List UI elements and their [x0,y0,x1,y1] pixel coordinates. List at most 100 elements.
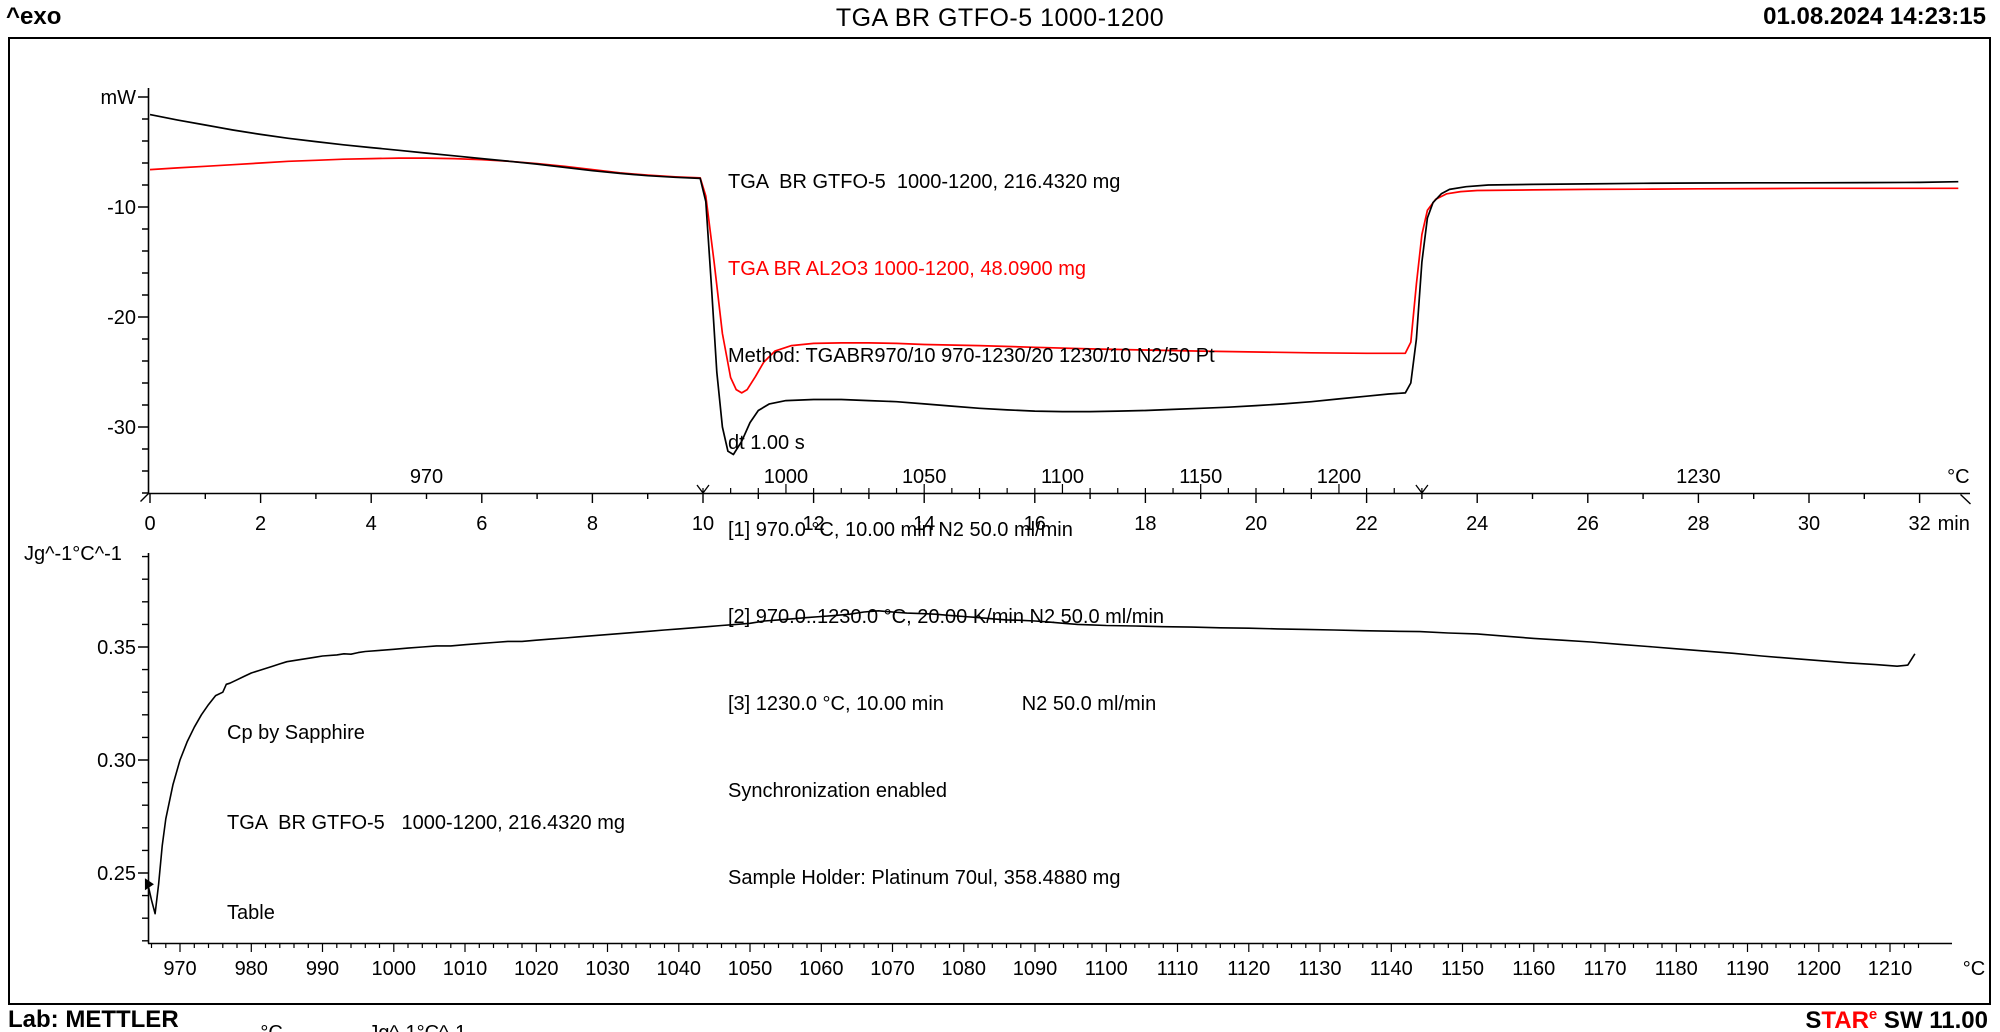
cp-table-header-row: °CJg^-1°C^-1 [227,988,625,1032]
annotation-sample-line: TGA BR GTFO-5 1000-1200, 216.4320 mg [728,171,1121,193]
bottom-x-tick-label: 1100 [1085,958,1128,980]
temperature-label: 1050 [902,466,947,488]
page-title: TGA BR GTFO-5 1000-1200 [835,4,1165,32]
bottom-x-tick-label: 980 [235,958,268,980]
top-x-tick-label: 2 [255,513,266,535]
bottom-x-tick-label: 1160 [1512,958,1555,980]
annotation-reference-line: TGA BR AL2O3 1000-1200, 48.0900 mg [728,258,1087,280]
top-x-axis-unit: min [1938,513,1970,535]
temperature-label: 1200 [1317,466,1362,488]
cp-curve [147,609,1916,915]
temperature-axis-unit: °C [1947,466,1969,488]
bottom-x-axis-unit: °C [1963,958,1985,980]
top-x-ticks [149,494,1921,503]
temperature-label: 1000 [764,466,809,488]
bottom-x-tick-label: 1040 [657,958,702,980]
bottom-y-tick-label: 0.30 [97,750,136,772]
top-x-tick-label: 26 [1577,513,1599,535]
top-y-ticks [138,96,148,494]
top-y-axis-unit: mW [100,87,136,109]
cp-annotation-sample: TGA BR GTFO-5 1000-1200, 216.4320 mg [227,812,625,834]
reference-curve [149,157,1959,394]
annotation-method-line: Method: TGABR970/10 970-1230/20 1230/10 … [728,345,1215,367]
top-x-tick-label: 10 [692,513,714,535]
sample-curve [149,113,1959,456]
temperature-label: 970 [410,466,443,488]
bottom-y-tick-label: 0.35 [97,637,136,659]
datetime-label: 01.08.2024 14:23:15 [1763,3,1986,30]
star-superscript-e: e [1868,1006,1878,1023]
top-x-tick-label: 16 [1024,513,1046,535]
temperature-label: 1150 [1179,466,1222,488]
top-x-tick-label: 20 [1245,513,1267,535]
cp-table-col2-header: Jg^-1°C^-1 [368,1022,466,1032]
top-x-tick-label: 8 [587,513,598,535]
top-x-tick-label: 18 [1134,513,1156,535]
top-x-tick-label: 28 [1687,513,1709,535]
bottom-x-ticks [150,944,1920,952]
annotation-dt-line: dt 1.00 s [728,432,805,454]
top-x-tick-label: 32 [1908,513,1930,535]
bottom-x-tick-label: 1070 [870,958,915,980]
bottom-y-tick-label: 0.25 [97,863,136,885]
annotation-step1-line: [1] 970.0 °C, 10.00 min N2 50.0 ml/min [728,519,1073,541]
method-annotation: TGA BR GTFO-5 1000-1200, 216.4320 mg TGA… [728,110,1215,951]
temperature-ticks [702,484,1423,493]
bottom-x-tick-label: 1010 [443,958,488,980]
bottom-x-tick-label: 990 [306,958,339,980]
bottom-x-tick-label: 1170 [1583,958,1626,980]
top-x-tick-label: 14 [913,513,935,535]
bottom-x-tick-label: 1020 [514,958,559,980]
top-x-tick-label: 4 [366,513,377,535]
cp-annotation: Cp by Sapphire TGA BR GTFO-5 1000-1200, … [227,658,625,1032]
top-x-tick-label: 0 [144,513,155,535]
bottom-x-tick-label: 1150 [1441,958,1484,980]
top-x-tick-label: 30 [1798,513,1820,535]
bottom-x-tick-label: 1130 [1298,958,1341,980]
temperature-label: 1230 [1676,466,1721,488]
top-x-tick-label: 24 [1466,513,1488,535]
top-x-tick-label: 6 [476,513,487,535]
bottom-x-tick-label: 1000 [372,958,417,980]
top-chart: mW-10-20-300 2 4 6 8 10 12 14 16 18 20 22 24 26 28 30 32… [100,87,1971,535]
curve-start-marker [144,878,154,891]
annotation-step2-line: [2] 970.0..1230.0 °C, 20.00 K/min N2 50.… [728,606,1165,628]
cp-annotation-title: Cp by Sapphire [227,722,365,744]
segment-boundary-marker [1415,484,1429,495]
top-y-tick-label: -30 [107,417,136,439]
top-y-tick-label: -20 [107,307,136,329]
star-s: S [1805,1007,1822,1032]
bottom-x-tick-label: 1210 [1868,958,1913,980]
chart-frame [8,37,1991,1005]
star-sw-version: SW 11.00 [1877,1007,1988,1032]
top-x-tick-label: 22 [1355,513,1377,535]
bottom-axes [147,553,1952,945]
top-axes [147,88,1970,495]
bottom-x-tick-label: 1060 [799,958,844,980]
bottom-x-tick-label: 970 [163,958,196,980]
annotation-sync-line: Synchronization enabled [728,780,948,802]
cp-table-col1-header: °C [260,1018,368,1032]
bottom-x-tick-label: 1110 [1157,958,1199,980]
bottom-x-tick-label: 1050 [728,958,773,980]
lab-label: Lab: METTLER [8,1006,179,1032]
bottom-x-tick-label: 1180 [1655,958,1698,980]
top-y-tick-label: -10 [107,197,136,219]
bottom-x-tick-label: 1030 [585,958,630,980]
segment-boundary-marker [696,484,710,495]
bottom-chart: Jg^-1°C^-1 0.35 0.30 0.25 970 980 990 1000 1010 1… [24,543,1985,980]
cp-annotation-table-label: Table [227,902,275,924]
bottom-x-tick-label: 1090 [1013,958,1058,980]
annotation-holder-line: Sample Holder: Platinum 70ul, 358.4880 m… [728,867,1121,889]
bottom-x-tick-label: 1080 [942,958,987,980]
annotation-step3-line: [3] 1230.0 °C, 10.00 min N2 50.0 ml/min [728,693,1157,715]
top-x-tick-label: 12 [802,513,824,535]
bottom-x-tick-label: 1200 [1797,958,1842,980]
bottom-x-tick-label: 1190 [1726,958,1769,980]
temperature-label: 1100 [1041,466,1084,488]
exo-direction-label: ^exo [6,3,62,30]
software-label: STARe SW 11.00 [1805,1006,1988,1032]
bottom-y-axis-unit: Jg^-1°C^-1 [24,543,122,565]
